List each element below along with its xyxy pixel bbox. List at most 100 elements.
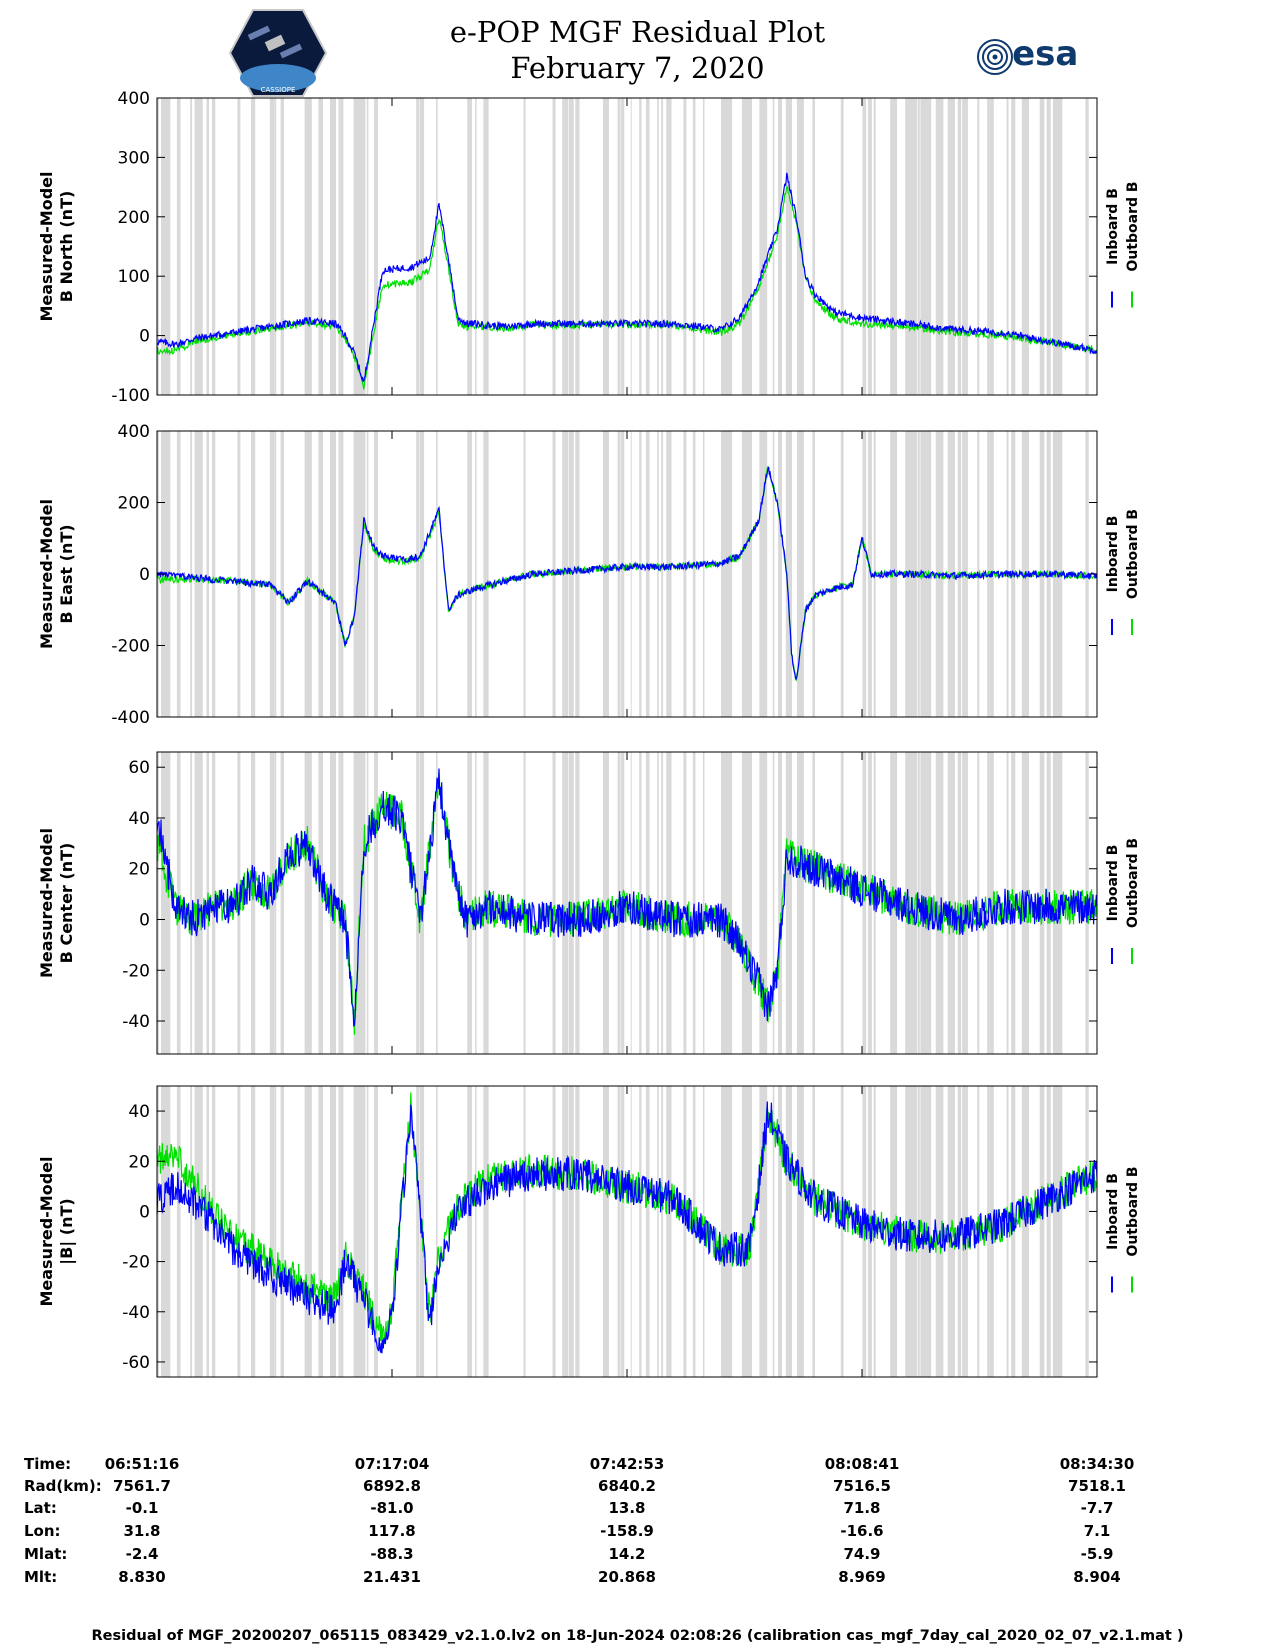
data-gap-stripe: [206, 98, 209, 395]
data-gap-stripe: [936, 752, 944, 1054]
data-gap-stripe: [280, 431, 284, 717]
data-gap-stripe: [194, 1086, 199, 1377]
y-axis-label-line2: B Center (nT): [57, 843, 76, 964]
data-gap-stripe: [354, 1086, 366, 1377]
data-gap-stripe: [164, 1086, 167, 1377]
data-gap-stripe: [366, 98, 369, 395]
y-tick-label: 100: [118, 267, 150, 287]
data-gap-stripe: [630, 1086, 632, 1377]
data-gap-stripe: [693, 431, 696, 717]
data-gap-stripe: [1056, 98, 1059, 395]
ephemeris-value: 8.830: [118, 1568, 166, 1586]
data-gap-stripe: [569, 98, 574, 395]
data-gap-stripe: [630, 98, 632, 395]
data-gap-stripe: [416, 1086, 420, 1377]
data-gap-stripe: [354, 431, 366, 717]
data-gap-stripe: [977, 98, 980, 395]
ephemeris-value: 7516.5: [833, 1477, 891, 1495]
data-gap-stripe: [646, 98, 650, 395]
series-line-inboard: [156, 466, 1098, 681]
data-gap-stripe: [692, 431, 695, 717]
data-gap-stripe: [840, 98, 844, 395]
data-gap-stripe: [1039, 98, 1042, 395]
data-gap-stripe: [759, 98, 768, 395]
y-axis-label-line1: Measured-Model: [37, 171, 56, 321]
data-gap-stripe: [605, 431, 609, 717]
data-gap-stripe: [796, 1086, 804, 1377]
data-gap-stripe: [962, 752, 966, 1054]
data-gap-stripe: [1053, 1086, 1057, 1377]
data-gap-stripe: [565, 98, 569, 395]
y-axis-label-line1: Measured-Model: [37, 1156, 56, 1306]
data-gap-stripe: [190, 98, 193, 395]
data-gap-stripe: [419, 431, 425, 717]
data-gap-stripe: [602, 98, 606, 395]
data-gap-stripe: [194, 98, 199, 395]
data-gap-stripe: [602, 1086, 606, 1377]
data-gap-stripe: [683, 1086, 687, 1377]
data-gap-stripe: [657, 98, 659, 395]
y-tick-label: 20: [128, 1152, 150, 1172]
y-tick-label: -100: [111, 386, 150, 406]
data-gap-stripe: [340, 1086, 344, 1377]
data-gap-stripe: [666, 752, 669, 1054]
data-gap-stripe: [920, 98, 924, 395]
ephemeris-value: 7561.7: [113, 1477, 171, 1495]
data-gap-stripe: [962, 98, 966, 395]
data-gap-stripe: [925, 98, 927, 395]
ephemeris-value: -158.9: [600, 1522, 654, 1540]
data-gap-stripe: [212, 752, 216, 1054]
data-gap-stripe: [157, 98, 159, 395]
series-line-outboard: [156, 1092, 1098, 1350]
data-gap-stripe: [251, 1086, 256, 1377]
data-gap-stripe: [366, 1086, 369, 1377]
data-gap-stripe: [552, 752, 556, 1054]
y-tick-label: 300: [118, 148, 150, 168]
data-gap-stripe: [562, 98, 565, 395]
data-gap-stripe: [723, 1086, 728, 1377]
data-gap-stripe: [331, 431, 335, 717]
y-tick-label: 200: [118, 494, 150, 514]
data-gap-stripe: [692, 98, 695, 395]
data-gap-stripe: [977, 752, 980, 1054]
data-gap-stripe: [269, 431, 275, 717]
data-gap-stripe: [483, 98, 487, 395]
data-gap-stripe: [194, 752, 199, 1054]
data-gap-stripe: [251, 98, 256, 395]
data-gap-stripe: [1059, 98, 1063, 395]
data-gap-stripe: [483, 431, 487, 717]
y-tick-label: -40: [122, 1303, 150, 1323]
data-gap-stripe: [176, 98, 181, 395]
data-gap-stripe: [661, 431, 664, 717]
data-gap-stripe: [862, 431, 867, 717]
data-gap-stripe: [605, 1086, 609, 1377]
data-gap-stripe: [779, 431, 782, 717]
data-gap-stripe: [910, 98, 914, 395]
data-gap-stripe: [304, 431, 309, 717]
data-gap-stripe: [206, 431, 209, 717]
data-gap-stripe: [947, 752, 955, 1054]
data-gap-stripe: [190, 1086, 193, 1377]
data-gap-stripe: [467, 1086, 472, 1377]
ephemeris-value: 117.8: [368, 1522, 416, 1540]
data-gap-stripe: [617, 1086, 621, 1377]
cassiope-logo: CASSIOPE: [228, 8, 328, 102]
data-gap-stripe: [366, 752, 369, 1054]
data-gap-stripe: [416, 98, 420, 395]
data-gap-stripe: [436, 431, 438, 717]
data-gap-stripe: [796, 752, 804, 1054]
data-gap-stripe: [741, 431, 752, 717]
plot-title: e-POP MGF Residual Plot February 7, 2020: [0, 14, 1275, 86]
data-gap-stripe: [890, 431, 898, 717]
ephemeris-value: 14.2: [608, 1545, 646, 1563]
data-gap-stripe: [965, 98, 968, 395]
data-gap-stripe: [475, 431, 477, 717]
data-gap-stripe: [935, 1086, 940, 1377]
data-gap-stripe: [1041, 1086, 1045, 1377]
data-gap-stripe: [340, 431, 344, 717]
data-gap-stripe: [251, 752, 256, 1054]
data-gap-stripe: [639, 98, 642, 395]
y-tick-label: 40: [128, 809, 150, 829]
y-tick-label: 0: [139, 1202, 150, 1222]
data-gap-stripe: [362, 752, 366, 1054]
